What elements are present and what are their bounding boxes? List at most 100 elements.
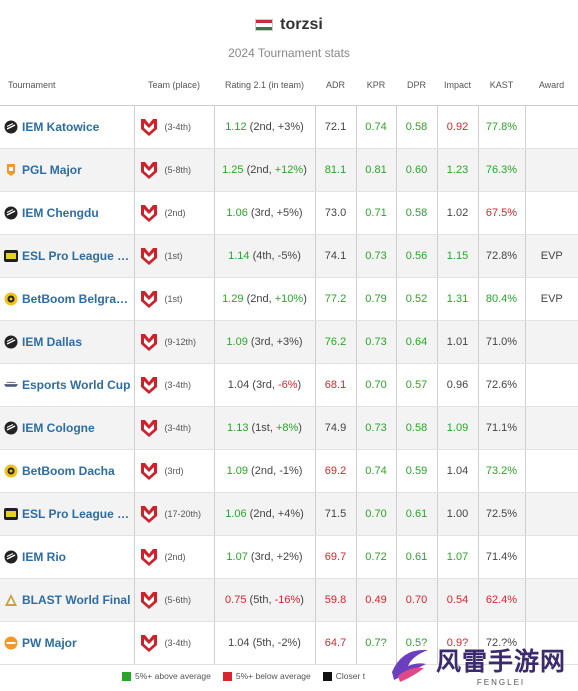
iem-icon	[4, 120, 18, 134]
tournament-link[interactable]: IEM Cologne	[22, 420, 95, 435]
col-header-award[interactable]: Award	[525, 66, 578, 106]
col-header-tournament[interactable]: Tournament	[0, 66, 134, 106]
rating-delta: -6%	[277, 378, 298, 391]
cell-tournament: IEM Cologne	[0, 406, 135, 450]
cell-rating: 1.29 (2nd, +10%)	[214, 277, 316, 321]
cell-team: (3-4th)	[134, 105, 215, 149]
col-header-team[interactable]: Team (place)	[134, 66, 214, 106]
mouz-team-logo-icon	[140, 634, 157, 652]
col-header-kast[interactable]: KAST	[478, 66, 525, 106]
cell-award	[525, 406, 578, 450]
cell-kast: 80.4%	[478, 277, 526, 321]
cell-impact: 1.15	[437, 234, 479, 278]
mouz-team-logo-icon	[140, 118, 157, 136]
cell-impact: 1.23	[437, 148, 479, 192]
hungary-flag-icon	[255, 19, 274, 31]
rating-delta: +12%	[274, 163, 304, 176]
col-header-rating[interactable]: Rating 2.1 (in team)	[214, 66, 315, 106]
table-row: IEM Chengdu (2nd) 1.06 (3rd, +5%) 73.0 0.71 0…	[0, 191, 578, 235]
tournament-link[interactable]: BetBoom Belgra…	[22, 291, 129, 306]
esl-pro-league-icon	[4, 507, 18, 521]
rating-rank: (2nd,	[246, 120, 278, 133]
cell-dpr: 0.61	[396, 492, 438, 536]
cell-dpr: 0.70	[396, 578, 438, 622]
rating-value: 1.13	[227, 421, 249, 434]
cell-kpr: 0.81	[356, 148, 397, 192]
betboom-icon	[4, 292, 18, 306]
tournament-link[interactable]: Esports World Cup	[22, 377, 131, 392]
betboom-icon	[4, 464, 18, 478]
cell-team: (17-20th)	[134, 492, 215, 536]
cell-team: (2nd)	[134, 535, 215, 579]
table-header-row: Tournament Team (place) Rating 2.1 (in t…	[0, 66, 578, 106]
rating-rank: (3rd,	[247, 335, 277, 348]
cell-tournament: IEM Chengdu	[0, 191, 135, 235]
cell-impact: 1.01	[437, 320, 479, 364]
tournament-link[interactable]: BetBoom Dacha	[22, 463, 115, 478]
tournament-link[interactable]: IEM Dallas	[22, 334, 83, 349]
team-place: (1st)	[164, 250, 183, 261]
cell-kpr: 0.79	[356, 277, 397, 321]
iem-icon	[4, 335, 18, 349]
cell-impact: 0.92	[437, 105, 479, 149]
cell-tournament: BetBoom Dacha	[0, 449, 135, 493]
tournament-stats-table: Tournament Team (place) Rating 2.1 (in t…	[0, 66, 578, 665]
rating-rank: (2nd,	[248, 464, 280, 477]
cell-adr: 71.5	[315, 492, 357, 536]
tournament-link[interactable]: IEM Chengdu	[22, 205, 99, 220]
rating-delta: -5%	[277, 249, 298, 262]
cell-impact: 1.09	[437, 406, 479, 450]
col-header-impact[interactable]: Impact	[437, 66, 478, 106]
rating-value: 1.06	[225, 507, 247, 520]
cell-kpr: 0.70	[356, 363, 397, 407]
tournament-link[interactable]: ESL Pro League S…	[22, 248, 134, 263]
mouz-team-logo-icon	[140, 376, 157, 394]
page-header: torzsi 2024 Tournament stats	[0, 0, 578, 66]
rating-close-paren: )	[303, 163, 307, 176]
rating-close-paren: )	[300, 507, 304, 520]
pw-icon	[4, 636, 18, 650]
col-header-dpr[interactable]: DPR	[396, 66, 437, 106]
table-row: IEM Rio (2nd) 1.07 (3rd, +2%) 69.7 0.72 0.61 1…	[0, 535, 578, 579]
tournament-link[interactable]: BLAST World Final	[22, 592, 131, 607]
cell-adr: 77.2	[315, 277, 357, 321]
cell-kast: 72.6%	[478, 363, 526, 407]
rating-value: 1.04	[227, 378, 250, 391]
tournament-link[interactable]: PW Major	[22, 635, 77, 650]
team-place: (9-12th)	[164, 336, 197, 347]
mouz-team-logo-icon	[140, 419, 157, 437]
tournament-link[interactable]: IEM Katowice	[22, 119, 100, 134]
rating-delta: +8%	[275, 421, 299, 434]
player-name[interactable]: torzsi	[280, 16, 323, 33]
cell-team: (1st)	[134, 234, 215, 278]
cell-rating: 1.13 (1st, +8%)	[214, 406, 316, 450]
cell-adr: 74.1	[315, 234, 357, 278]
table-row: BetBoom Dacha (3rd) 1.09 (2nd, -1%) 69.2 0.7…	[0, 449, 578, 493]
mouz-team-logo-icon	[140, 290, 157, 308]
cell-rating: 0.75 (5th, -16%)	[214, 578, 316, 622]
tournament-link[interactable]: ESL Pro League S…	[22, 506, 134, 521]
rating-close-paren: )	[300, 593, 304, 606]
rating-delta: +2%	[276, 550, 299, 563]
cell-dpr: 0.58	[396, 191, 438, 235]
rating-value: 1.09	[226, 335, 248, 348]
cell-adr: 69.2	[315, 449, 357, 493]
table-row: ESL Pro League S… (17-20th) 1.06 (2nd, +4%…	[0, 492, 578, 536]
col-header-kpr[interactable]: KPR	[356, 66, 396, 106]
cell-rating: 1.04 (3rd, -6%)	[214, 363, 316, 407]
cell-impact: 1.04	[437, 449, 479, 493]
rating-value: 1.12	[225, 120, 247, 133]
cell-kpr: 0.7?	[356, 621, 397, 665]
cell-kpr: 0.72	[356, 535, 397, 579]
cell-rating: 1.04 (5th, -2%)	[214, 621, 316, 665]
tournament-link[interactable]: PGL Major	[22, 162, 82, 177]
cell-team: (9-12th)	[134, 320, 215, 364]
tournament-link[interactable]: IEM Rio	[22, 549, 66, 564]
cell-adr: 69.7	[315, 535, 357, 579]
col-header-adr[interactable]: ADR	[315, 66, 356, 106]
rating-close-paren: )	[298, 421, 302, 434]
cell-award	[525, 363, 578, 407]
cell-dpr: 0.57	[396, 363, 438, 407]
rating-value: 1.09	[226, 464, 248, 477]
rating-value: 1.29	[222, 292, 244, 305]
